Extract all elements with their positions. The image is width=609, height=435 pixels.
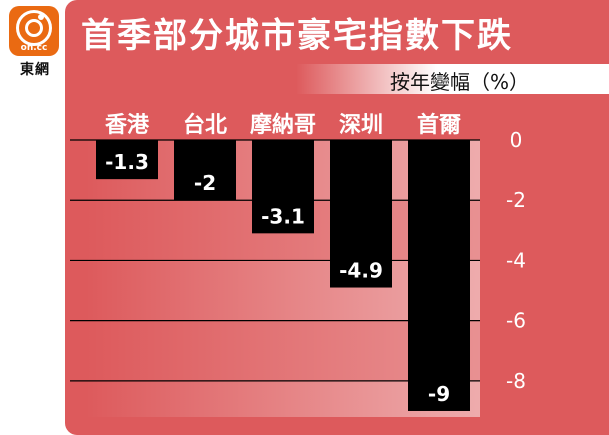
category-label: 摩納哥 [250, 112, 316, 138]
logo-brand-text: 東網 [20, 62, 50, 78]
bar [96, 140, 158, 180]
category-label: 台北 [183, 112, 227, 138]
category-labels: 香港 台北 摩納哥 深圳 首爾 [105, 112, 461, 138]
bar-value-label: -2 [194, 171, 216, 195]
category-label: 首爾 [417, 112, 461, 138]
chart-title: 首季部分城市豪宅指數下跌 [81, 16, 513, 56]
bar-value-label: -1.3 [105, 150, 149, 174]
bar [330, 140, 392, 288]
unit-label: 按年變幅（%） [389, 70, 529, 94]
bar-value-label: -9 [428, 382, 450, 406]
unit-band [296, 64, 609, 94]
y-tick-labels: 0 -2 -4 -6 -8 [506, 128, 526, 393]
bar [252, 140, 314, 234]
y-tick-label: 0 [510, 128, 523, 152]
category-label: 香港 [105, 113, 150, 138]
category-label: 深圳 [339, 113, 383, 138]
brand-logo: on.cc 東網 [8, 6, 62, 79]
bar-value-label: -3.1 [261, 204, 305, 228]
oncc-logo-icon: on.cc [9, 6, 59, 56]
logo-site-text: on.cc [20, 43, 48, 53]
bar-value-label: -4.9 [339, 259, 383, 283]
y-tick-label: -2 [506, 188, 526, 212]
bars [96, 140, 470, 411]
y-tick-label: -4 [506, 248, 526, 272]
bar [174, 140, 236, 201]
y-tick-label: -8 [506, 369, 526, 393]
value-labels: -1.3 -2 -3.1 -4.9 -9 [105, 150, 450, 406]
bar [408, 140, 470, 411]
y-tick-label: -6 [506, 309, 526, 333]
